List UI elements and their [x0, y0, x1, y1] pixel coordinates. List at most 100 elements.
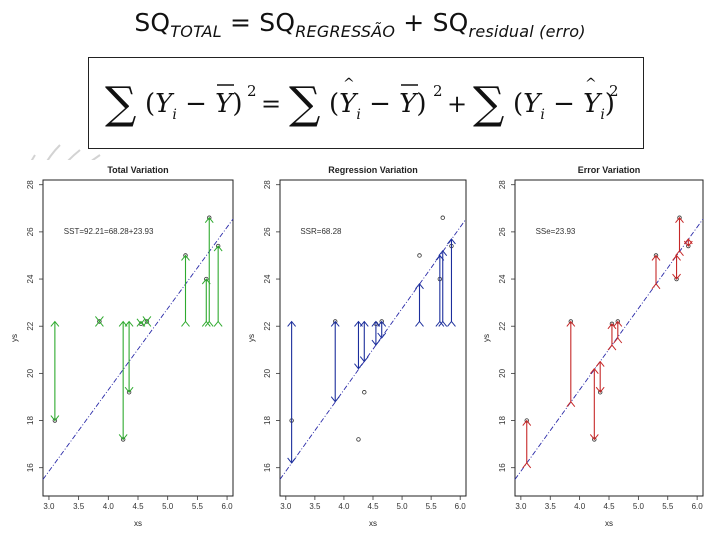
arrow-head — [613, 337, 623, 344]
y-tick-label: 24 — [498, 274, 507, 283]
arrow-head — [447, 238, 456, 245]
arrow-head — [438, 249, 448, 257]
arrow-head — [589, 367, 599, 374]
panel-title: Regression Variation — [328, 165, 418, 175]
arrow-head — [672, 254, 681, 261]
x-tick-label: 5.0 — [162, 502, 174, 511]
x-tick-label: 5.5 — [192, 502, 204, 511]
svg-text:(Yi − Y): (Yi − Y) — [145, 89, 242, 123]
panel-title: Total Variation — [107, 165, 168, 175]
panel-error-variation: Error Variation 3.0 3.5 4.0 4.5 5.0 5.5 6.0 28 26… — [482, 165, 704, 528]
x-tick-label: 5.0 — [633, 502, 645, 511]
arrow-head — [204, 216, 214, 224]
y-tick-label: 22 — [263, 321, 272, 330]
arrow-head — [377, 332, 387, 339]
x-tick-label: 4.0 — [338, 502, 350, 511]
arrow-head — [566, 400, 576, 407]
y-tick-label: 16 — [26, 463, 35, 472]
arrow-head — [50, 320, 60, 327]
regression-line — [279, 218, 467, 480]
y-tick-label: 20 — [26, 368, 35, 377]
y-tick-label: 26 — [26, 227, 35, 236]
panel-regression-variation: Regression Variation 3.0 3.5 4.0 4.5 5.0 5.5 6.… — [247, 165, 467, 528]
arrow-head — [672, 273, 681, 280]
arrow-head — [595, 360, 605, 367]
equation-box: \sum (Y_i - \bar{Y})^2 = \sum (\hat{Y}_i… — [88, 57, 644, 149]
arrow-head — [50, 415, 60, 422]
arrow-head — [377, 320, 387, 327]
arrow-head — [95, 316, 104, 323]
slide-title: SQTOTAL = SQREGRESSÃO + SQresidual (erro… — [0, 8, 720, 41]
x-tick-label: 3.5 — [545, 502, 557, 511]
arrow-head — [607, 323, 617, 330]
title-reg-sub: REGRESSÃO — [295, 22, 396, 41]
x-axis-label: xs — [605, 519, 613, 528]
data-point — [440, 215, 445, 220]
y-tick-label: 22 — [498, 321, 507, 330]
y-tick-label: 22 — [26, 321, 35, 330]
y-tick-label: 20 — [263, 368, 272, 377]
panel-annotation: SSR=68.28 — [300, 227, 342, 236]
arrow-head — [204, 320, 214, 327]
arrow-head — [371, 339, 381, 346]
arrow-head — [118, 434, 128, 441]
x-tick-label: 6.0 — [692, 502, 704, 511]
variation-figure: Total Variation 3.0 3.5 4.0 4.5 5.0 5.5 6.0 28 26… — [6, 160, 712, 538]
x-axis-label: xs — [369, 519, 377, 528]
arrow-head — [359, 320, 369, 327]
arrow-head — [142, 316, 152, 323]
x-tick-label: 4.5 — [132, 502, 144, 511]
y-tick-label: 26 — [263, 227, 272, 236]
arrow-head — [287, 457, 297, 464]
arrow-head — [415, 282, 424, 290]
x-tick-label: 3.0 — [43, 502, 55, 511]
y-tick-label: 16 — [263, 463, 272, 472]
arrow-head — [651, 254, 661, 261]
arrow-head — [522, 419, 532, 426]
arrow-head — [330, 396, 340, 403]
svg-text:^: ^ — [343, 76, 355, 92]
y-tick-label: 28 — [263, 180, 272, 189]
arrow-head — [415, 320, 424, 327]
arrow-head — [181, 254, 190, 261]
y-tick-label: 16 — [498, 463, 507, 472]
arrow-head — [675, 216, 684, 224]
x-tick-label: 4.5 — [603, 502, 615, 511]
panel-total-variation: Total Variation 3.0 3.5 4.0 4.5 5.0 5.5 6.0 28 26… — [10, 165, 234, 528]
svg-text:(Yi − Y): (Yi − Y) — [329, 89, 426, 123]
arrow-head — [607, 344, 617, 351]
x-tick-label: 6.0 — [455, 502, 467, 511]
arrow-head — [566, 320, 576, 327]
x-tick-label: 3.5 — [309, 502, 321, 511]
y-axis-label: ys — [10, 334, 19, 342]
y-tick-label: 24 — [26, 274, 35, 283]
arrow-head — [201, 320, 211, 327]
y-tick-label: 18 — [263, 416, 272, 425]
x-axis-label: xs — [134, 519, 142, 528]
y-tick-label: 26 — [498, 227, 507, 236]
arrow-head — [447, 320, 456, 327]
panel-annotation: SST=92.21=68.28+23.93 — [64, 227, 154, 236]
arrow-head — [675, 249, 684, 257]
arrow-head — [330, 320, 340, 327]
sum-symbol-1: ∑ — [105, 78, 136, 129]
data-point — [97, 319, 102, 324]
y-tick-label: 28 — [498, 180, 507, 189]
sum-symbol-2: ∑ — [289, 78, 320, 129]
y-axis-label: ys — [247, 334, 256, 342]
x-tick-label: 4.0 — [103, 502, 115, 511]
data-point — [356, 437, 361, 442]
svg-text:2: 2 — [433, 82, 443, 100]
svg-text:2: 2 — [609, 82, 619, 100]
arrow-head — [522, 462, 532, 469]
data-point — [417, 253, 422, 258]
sum-symbol-3: ∑ — [473, 78, 504, 129]
arrow-head — [359, 356, 369, 363]
svg-text:2: 2 — [247, 82, 257, 100]
regression-line — [42, 218, 234, 480]
title-eq: = SQ — [221, 8, 296, 37]
y-tick-label: 18 — [26, 416, 35, 425]
x-tick-label: 3.0 — [280, 502, 292, 511]
panel-annotation: SSe=23.93 — [536, 227, 576, 236]
arrow-head — [213, 245, 223, 252]
